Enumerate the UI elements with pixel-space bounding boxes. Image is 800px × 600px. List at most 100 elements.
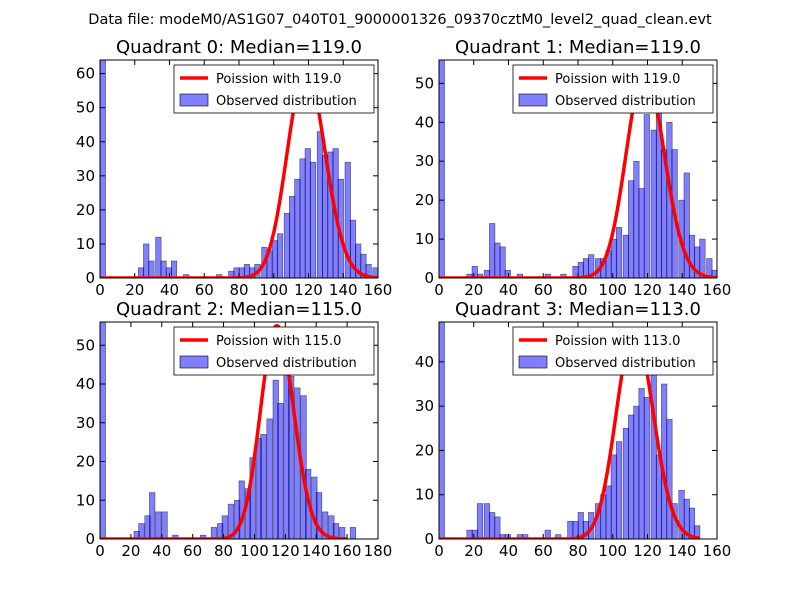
- q1-x-tick-label: 40: [499, 281, 518, 299]
- q0-x-tick-label: 80: [229, 281, 248, 299]
- q0-x-tick-label: 20: [125, 281, 144, 299]
- q3-title: Quadrant 3: Median=113.0: [455, 299, 701, 320]
- q3-hist-bar: [610, 454, 617, 539]
- q2-hist-bar: [161, 511, 168, 539]
- q0-hist-bar: [170, 260, 178, 278]
- q1-hist-bar: [516, 273, 524, 278]
- q2-y-tick-label: 20: [76, 453, 95, 471]
- q2-hist-bar: [260, 434, 267, 539]
- q3-hist-bar: [494, 516, 501, 539]
- q1-legend-hist-label: Observed distribution: [555, 94, 696, 109]
- q2-hist-bar: [315, 492, 323, 539]
- q0-x-tick-label: 100: [259, 281, 288, 299]
- q0-hist-bar: [271, 240, 278, 278]
- q1-x-tick-label: 160: [703, 281, 732, 299]
- q3-x-tick-label: 0: [434, 542, 444, 560]
- q1-legend-hist-swatch: [518, 93, 548, 107]
- q3-x-tick-label: 80: [568, 542, 587, 560]
- q0-hist-bar: [283, 212, 291, 278]
- q1-y-tick-label: 30: [415, 152, 434, 170]
- q0-plot-area: [100, 60, 378, 278]
- q1-hist-bar: [560, 273, 567, 278]
- q2-x-tick-label: 0: [95, 542, 105, 560]
- q3-y-tick-label: 40: [415, 353, 434, 371]
- q1-x-tick-label: 20: [464, 281, 483, 299]
- q2-hist-bar: [172, 534, 179, 539]
- q2-y-tick-label: 10: [76, 491, 95, 509]
- q2-axes-frame: [99, 321, 379, 540]
- q2-legend-hist-label: Observed distribution: [216, 356, 357, 371]
- q0-legend-hist-swatch: [179, 93, 209, 107]
- q0-y-tick-label: 10: [76, 235, 95, 253]
- q0-y-tick-label: 40: [76, 133, 95, 151]
- q0-hist-bar: [148, 260, 155, 278]
- q0-x-tick-label: 160: [364, 281, 393, 299]
- q0-y-tick-label: 0: [85, 269, 95, 287]
- q1-hist-bar: [650, 129, 657, 278]
- q1-hist-bar: [499, 246, 506, 278]
- q3-hist-bar: [666, 419, 673, 539]
- q1-hist-bar: [489, 223, 496, 278]
- q1-y-tick-label: 0: [424, 269, 434, 287]
- q3-y-tick-label: 10: [415, 486, 434, 504]
- q2-y-tick-label: 50: [76, 336, 95, 354]
- q2-legend: Poission with 115.0 Observed distribution: [173, 326, 375, 376]
- q0-hist-bar: [143, 243, 150, 278]
- q3-hist-bar: [567, 520, 574, 539]
- q3-x-tick-label: 20: [464, 542, 483, 560]
- q2-x-tick-label: 60: [183, 542, 202, 560]
- q3-hist-bar: [628, 414, 635, 539]
- q3-x-tick-label: 60: [534, 542, 553, 560]
- q1-hist-bar: [643, 114, 650, 278]
- q1-x-tick-label: 60: [534, 281, 553, 299]
- q0-hist-bar: [289, 195, 296, 278]
- q3-hist-bar: [476, 503, 484, 539]
- q0-hist-bar: [365, 264, 372, 278]
- q2-hist-bar: [266, 418, 273, 539]
- chart-panel-2: 0 20 40 60 80 100 120 140 160 180 0 10 20 30 40 50 Quadr…: [76, 299, 392, 560]
- q3-hist-bar: [489, 512, 496, 539]
- q1-y-tick-label: 20: [415, 191, 434, 209]
- q1-plot-area: [439, 60, 717, 278]
- q3-legend-hist-label: Observed distribution: [555, 356, 696, 371]
- q3-legend: Poission with 113.0 Observed distribution: [512, 326, 714, 376]
- q1-hist-bar: [610, 238, 617, 278]
- q0-hist-bar: [372, 267, 378, 278]
- q2-hist-bar: [149, 492, 156, 539]
- chart-panel-1: 0 20 40 60 80 100 120 140 160 0 10 20 30 40 50 Quadrant…: [415, 37, 731, 299]
- q2-hist-bar: [339, 527, 346, 539]
- q1-x-tick-label: 0: [434, 281, 444, 299]
- q2-x-tick-label: 100: [240, 542, 269, 560]
- q0-hist-bar: [160, 260, 167, 278]
- q2-hist-bar: [138, 523, 145, 539]
- q3-x-tick-label: 160: [703, 542, 732, 560]
- q2-hist-bar: [200, 534, 207, 539]
- q2-y-tick-label: 30: [76, 414, 95, 432]
- q1-x-tick-label: 140: [668, 281, 697, 299]
- q1-hist-bar: [688, 234, 696, 278]
- q1-legend-line-label: Poission with 119.0: [555, 72, 680, 87]
- q2-x-tick-label: 180: [364, 542, 393, 560]
- q0-x-tick-label: 60: [195, 281, 214, 299]
- q1-hist-bar: [439, 60, 445, 278]
- q1-hist-bar: [628, 180, 635, 278]
- q2-legend-line-label: Poission with 115.0: [216, 334, 341, 349]
- q0-x-tick-label: 120: [294, 281, 323, 299]
- q0-y-tick-label: 20: [76, 201, 95, 219]
- q0-hist-bar: [299, 158, 306, 278]
- q3-hist-bar: [638, 388, 645, 539]
- q2-y-tick-label: 0: [85, 530, 95, 548]
- q3-y-tick-label: 0: [424, 530, 434, 548]
- q2-hist-bar: [288, 375, 295, 539]
- q3-hist-bar: [483, 503, 491, 539]
- q1-legend: Poission with 119.0 Observed distribution: [512, 64, 714, 114]
- figure-suptitle: Data file: modeM0/AS1G07_040T01_90000013…: [88, 12, 712, 28]
- q2-x-tick-label: 140: [302, 542, 331, 560]
- q3-x-tick-label: 100: [598, 542, 627, 560]
- q0-hist-bar: [155, 236, 162, 278]
- q3-hist-bar: [688, 507, 696, 539]
- q1-x-tick-label: 100: [598, 281, 627, 299]
- q3-hist-bar: [544, 529, 551, 539]
- q3-y-tick-label: 20: [415, 441, 434, 459]
